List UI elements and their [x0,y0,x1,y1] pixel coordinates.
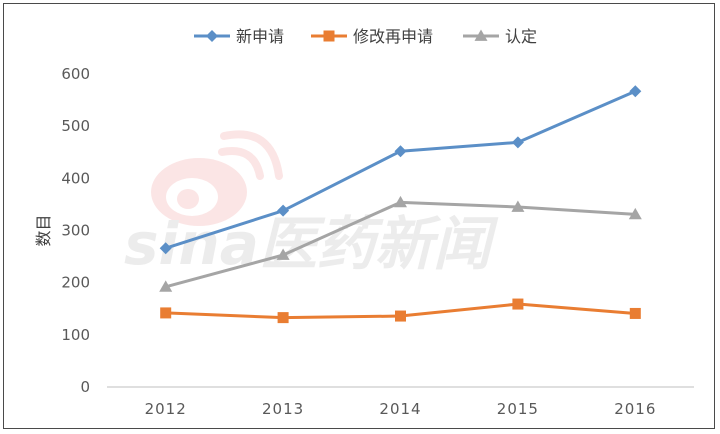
series-0 [159,85,642,255]
x-tick-label: 2013 [262,400,304,418]
data-point [159,242,172,255]
data-point [159,280,173,292]
data-point [394,195,407,208]
series-2 [159,195,642,292]
data-point [629,307,641,319]
y-tick-label: 600 [61,65,90,83]
data-point [277,312,289,324]
data-point [395,310,406,322]
x-tick-label: 2016 [614,400,656,418]
data-point [628,207,642,220]
data-point [511,200,525,212]
weibo-eye-icon [151,130,283,226]
y-tick-label: 100 [61,326,90,344]
legend-item: 新申请 [194,27,284,46]
legend-label: 修改再申请 [353,27,433,46]
data-point [394,145,407,158]
legend: 新申请 修改再申请 认定 [194,27,537,46]
watermark-text: sina医药新闻 [124,210,499,278]
series-layer [159,85,642,324]
x-tick-label: 2014 [379,400,421,418]
data-point [512,298,524,310]
data-point [160,307,172,319]
legend-marker [323,30,335,42]
y-tick-label: 0 [80,378,90,396]
y-tick-label: 200 [61,274,90,292]
watermark: sina医药新闻 [124,130,499,278]
legend-marker [474,29,488,41]
series-1 [160,298,641,324]
data-point [276,248,290,260]
legend-item: 认定 [463,27,537,46]
data-point [277,204,290,217]
data-point [511,136,524,149]
y-axis-title: 数目 [34,214,53,246]
line-chart: sina医药新闻 0 100 200 300 400 500 600 2012 2013 2014… [34,27,694,418]
y-tick-label: 500 [61,117,90,135]
legend-item: 修改再申请 [311,27,433,46]
legend-label: 认定 [505,27,537,46]
y-tick-label: 300 [61,222,90,240]
legend-marker [206,30,218,42]
legend-label: 新申请 [236,27,284,46]
x-tick-label: 2015 [497,400,539,418]
axes: 0 100 200 300 400 500 600 2012 2013 2014 2015 2016 数… [34,65,694,418]
data-point [629,85,642,98]
y-tick-label: 400 [61,169,90,187]
x-tick-label: 2012 [145,400,187,418]
chart-frame: sina医药新闻 0 100 200 300 400 500 600 2012 2013 2014… [3,3,715,429]
